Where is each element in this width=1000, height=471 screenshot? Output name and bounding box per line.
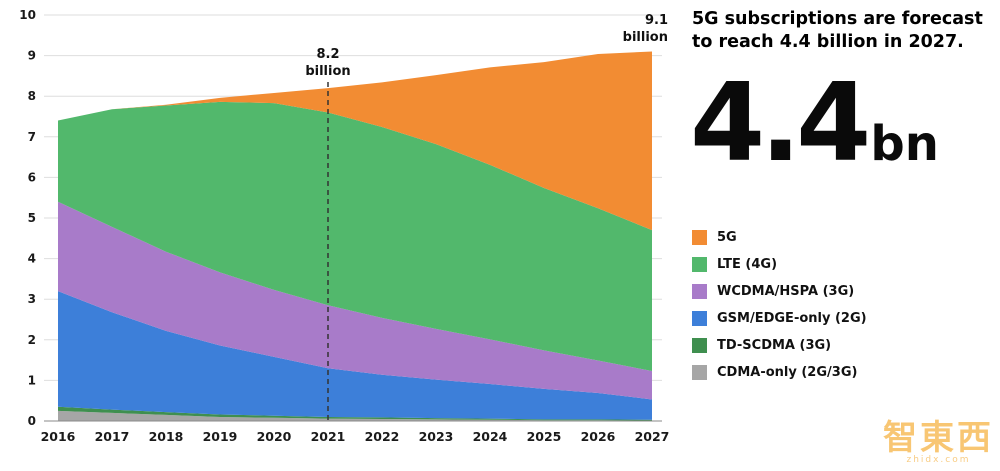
legend-label: LTE (4G) (717, 257, 778, 272)
legend-item-td-scdma-3g: TD-SCDMA (3G) (692, 338, 867, 353)
legend-label: GSM/EDGE-only (2G) (717, 311, 867, 326)
legend-item-gsm-edge-only-2g: GSM/EDGE-only (2G) (692, 311, 867, 326)
legend-label: TD-SCDMA (3G) (717, 338, 832, 353)
x-tick-label: 2023 (419, 429, 454, 444)
side-panel: 5G subscriptions are forecast to reach 4… (690, 0, 996, 467)
y-tick-label: 2 (28, 333, 36, 347)
annotation-label: billion (305, 64, 350, 79)
area-series-5g (58, 51, 652, 231)
legend-label: 5G (717, 230, 737, 245)
y-tick-label: 5 (28, 211, 36, 225)
legend-swatch (692, 338, 707, 353)
annotation-label: 8.2 (316, 47, 339, 62)
y-tick-label: 8 (28, 89, 36, 103)
chart-area: 0 1 2 3 4 5 6 7 8 9 10 2016 2017 2018 2019 2020 2021 2022… (19, 8, 670, 444)
headline-text: 5G subscriptions are forecast to reach 4… (692, 9, 983, 53)
x-tick-label: 2024 (473, 429, 508, 444)
x-tick-label: 2017 (95, 429, 130, 444)
y-tick-label: 6 (28, 170, 36, 184)
x-tick-label: 2020 (257, 429, 292, 444)
x-tick-label: 2018 (149, 429, 184, 444)
annotation-label: billion (623, 30, 668, 45)
legend-item-wcdma-hspa-3g: WCDMA/HSPA (3G) (692, 284, 867, 299)
legend-swatch (692, 284, 707, 299)
area-series-wcdma-hspa-3g (58, 201, 652, 400)
x-tick-label: 2026 (581, 429, 616, 444)
legend-label: WCDMA/HSPA (3G) (717, 284, 855, 299)
big-number-value: 4.4 (690, 61, 871, 186)
y-tick-label: 1 (28, 373, 36, 387)
annotation-label: 9.1 (645, 13, 668, 28)
y-tick-label: 9 (28, 49, 36, 63)
y-tick-label: 7 (28, 130, 36, 144)
legend-swatch (692, 230, 707, 245)
big-number-suffix: bn (870, 116, 939, 172)
x-tick-label: 2022 (365, 429, 400, 444)
legend-label: CDMA-only (2G/3G) (717, 365, 858, 380)
y-tick-label: 0 (28, 414, 36, 428)
legend-swatch (692, 257, 707, 272)
x-tick-label: 2016 (41, 429, 76, 444)
legend-swatch (692, 365, 707, 380)
x-tick-label: 2021 (311, 429, 346, 444)
legend: 5G LTE (4G) WCDMA/HSPA (3G) GSM/EDGE-only (… (692, 230, 867, 380)
y-tick-label: 3 (28, 292, 36, 306)
legend-swatch (692, 311, 707, 326)
legend-item-cdma-only-2g-3g: CDMA-only (2G/3G) (692, 365, 867, 380)
area-series-gsm-edge-only-2g (58, 291, 652, 420)
big-number: 4.4 bn (690, 70, 939, 178)
area-series-td-scdma-3g (58, 406, 652, 421)
y-tick-label: 10 (19, 8, 36, 22)
x-tick-label: 2027 (635, 429, 670, 444)
area-series-cdma-only-2g-3g (58, 410, 652, 421)
legend-item-5g: 5G (692, 230, 867, 245)
x-tick-label: 2025 (527, 429, 562, 444)
subscriptions-stacked-area-chart: 0 1 2 3 4 5 6 7 8 9 10 2016 2017 2018 2019 2020 2021 2022… (19, 8, 670, 444)
y-tick-label: 4 (28, 252, 36, 266)
x-tick-label: 2019 (203, 429, 238, 444)
legend-item-lte-4g: LTE (4G) (692, 257, 867, 272)
area-series-lte-4g (58, 101, 652, 372)
